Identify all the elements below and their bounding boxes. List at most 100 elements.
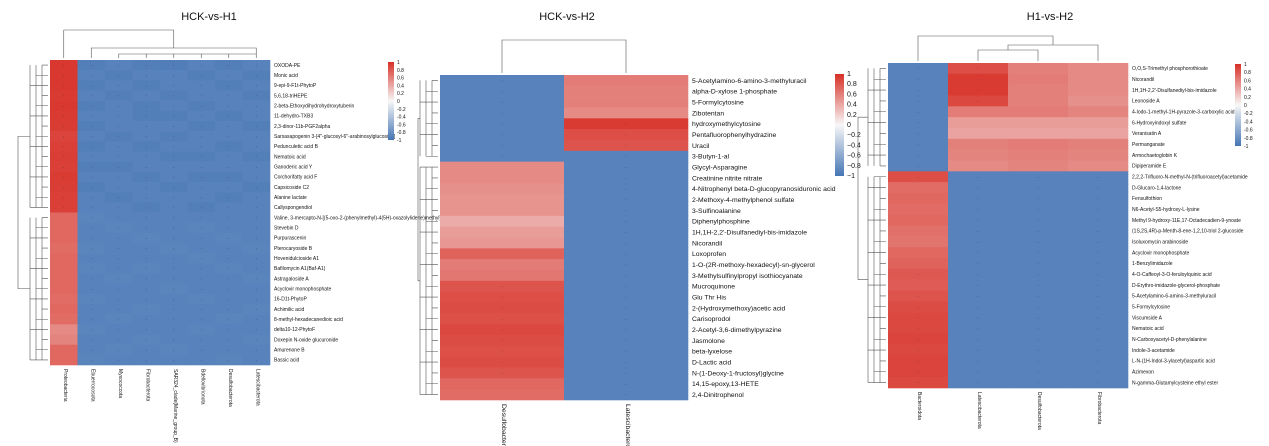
row-label: 9-epi-9-F1t-PhytoP bbox=[274, 83, 317, 89]
heatmap-cell bbox=[948, 171, 1009, 183]
heatmap-cell bbox=[50, 283, 78, 295]
significance-mark: · bbox=[228, 63, 230, 69]
legend-tick-label: 0 bbox=[397, 99, 400, 105]
significance-mark: · bbox=[501, 371, 503, 377]
significance-mark: · bbox=[90, 287, 92, 293]
significance-mark: · bbox=[1037, 218, 1039, 224]
legend-tick-label: 0.8 bbox=[847, 81, 857, 88]
significance-mark: · bbox=[118, 307, 120, 313]
significance-mark: · bbox=[1097, 359, 1099, 365]
significance-mark: · bbox=[228, 236, 230, 242]
heatmap-cell bbox=[948, 193, 1009, 205]
significance-mark: · bbox=[977, 272, 979, 278]
significance-mark: · bbox=[63, 144, 65, 150]
significance-mark: · bbox=[977, 88, 979, 94]
heatmap-cell bbox=[132, 232, 161, 244]
row-label: beta-lyxelose bbox=[692, 349, 732, 356]
significance-mark: · bbox=[1097, 294, 1099, 300]
heatmap-cell bbox=[948, 377, 1009, 389]
heatmap-cell bbox=[160, 253, 188, 264]
heatmap-cell bbox=[242, 202, 271, 213]
heatmap-cell bbox=[564, 172, 689, 184]
significance-mark: · bbox=[501, 133, 503, 139]
heatmap-cell bbox=[1008, 171, 1069, 183]
heatmap-cell bbox=[132, 283, 161, 295]
heatmap-cell bbox=[242, 243, 271, 254]
heatmap-cell bbox=[187, 100, 216, 112]
significance-mark: · bbox=[917, 294, 919, 300]
significance-mark: · bbox=[63, 104, 65, 110]
significance-mark: · bbox=[228, 144, 230, 150]
row-label: 5-Acetylamino-6-amino-3-methyluracil bbox=[692, 78, 807, 85]
heatmap-cell bbox=[948, 333, 1009, 345]
heatmap-cell bbox=[888, 312, 949, 324]
heatmap-cell bbox=[215, 141, 243, 152]
heatmap-cell bbox=[50, 344, 78, 356]
significance-mark: · bbox=[145, 236, 147, 242]
significance-mark: · bbox=[228, 195, 230, 201]
significance-mark: · bbox=[173, 256, 175, 262]
row-label: 2-Acetyl-3,6-dimethylpyrazine bbox=[692, 327, 782, 334]
heatmap-cell bbox=[50, 304, 78, 315]
heatmap-cell bbox=[132, 192, 161, 203]
heatmap-cell bbox=[50, 141, 78, 152]
heatmap-cell bbox=[888, 301, 949, 313]
heatmap-cell bbox=[948, 73, 1009, 85]
column-label: Desulfobacterota bbox=[500, 404, 507, 446]
heatmap-cell bbox=[50, 263, 78, 274]
significance-mark: · bbox=[228, 134, 230, 140]
heatmap-cell bbox=[564, 259, 689, 271]
heatmap-cell bbox=[105, 232, 133, 244]
row-label: Hovenidulcioside A1 bbox=[274, 256, 319, 262]
heatmap-cell bbox=[160, 141, 188, 152]
heatmap-cell bbox=[215, 192, 243, 203]
significance-mark: · bbox=[977, 240, 979, 246]
heatmap-cell bbox=[77, 324, 106, 335]
heatmap-cell bbox=[132, 273, 161, 284]
heatmap-cell bbox=[242, 192, 271, 203]
significance-mark: · bbox=[90, 63, 92, 69]
heatmap-cell bbox=[132, 131, 161, 142]
significance-mark: · bbox=[1037, 305, 1039, 311]
heatmap-cell bbox=[215, 324, 243, 335]
significance-mark: · bbox=[90, 327, 92, 333]
heatmap-cell bbox=[440, 389, 565, 401]
legend-tick-label: 1 bbox=[1244, 62, 1247, 68]
significance-mark: · bbox=[1037, 326, 1039, 332]
row-label: Indole-3-acetamide bbox=[1132, 348, 1175, 354]
heatmap-cell bbox=[160, 232, 188, 244]
heatmap-cell bbox=[105, 121, 133, 132]
row-label: Uracil bbox=[692, 143, 710, 150]
heatmap-cell bbox=[132, 182, 161, 193]
significance-mark: · bbox=[917, 326, 919, 332]
heatmap-cell bbox=[564, 107, 689, 119]
heatmap-cell bbox=[50, 151, 78, 162]
heatmap-cell bbox=[50, 273, 78, 284]
heatmap-cell bbox=[160, 344, 188, 356]
significance-mark: · bbox=[977, 326, 979, 332]
heatmap-cell bbox=[440, 356, 565, 368]
column-label: SAR324_clade(Marine_group_B) bbox=[172, 369, 178, 443]
significance-mark: · bbox=[977, 294, 979, 300]
column-label: Bdellovibrionota bbox=[199, 369, 205, 405]
heatmap-cell bbox=[187, 182, 216, 193]
heatmap-cell bbox=[948, 84, 1009, 96]
significance-mark: · bbox=[501, 100, 503, 106]
row-label: Creatinine nitrite nitrate bbox=[692, 175, 762, 182]
heatmap-cell bbox=[948, 95, 1009, 107]
legend-tick-label: 0.4 bbox=[847, 102, 857, 109]
heatmap-cell bbox=[187, 90, 216, 101]
legend-tick-label: 0.8 bbox=[1244, 70, 1251, 76]
heatmap-cell bbox=[948, 106, 1009, 118]
row-label: Loxoprofen bbox=[692, 251, 726, 258]
heatmap-cell bbox=[215, 232, 243, 244]
legend-tick-label: 0.6 bbox=[1244, 78, 1251, 84]
heatmap-cell bbox=[105, 304, 133, 315]
heatmap-cell bbox=[187, 293, 216, 305]
significance-mark: · bbox=[145, 348, 147, 354]
heatmap-cell bbox=[1008, 149, 1069, 161]
heatmap-cell bbox=[215, 293, 243, 305]
heatmap-cell bbox=[948, 128, 1009, 140]
heatmap-panel: H1-vs-H2 · · · · · · · · · · · · · · · · · · · · · · · · · · · · · · · ·… bbox=[857, 11, 1253, 430]
